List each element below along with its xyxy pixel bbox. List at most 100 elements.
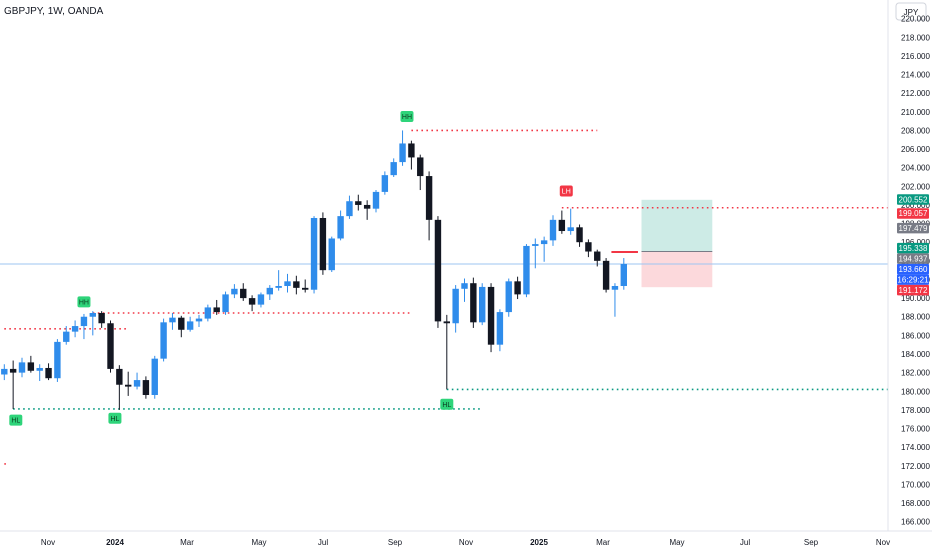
candle-body [425,176,433,220]
candle [204,304,212,322]
price-label-text: 194.937 [899,254,928,263]
plot-area[interactable]: HH HH HL HL HL LH [0,110,888,465]
candle-body [372,191,380,209]
candle-body [328,238,335,271]
swing-marker[interactable]: HL [108,412,122,424]
price-label-text: 191.172 [899,286,928,295]
swing-marker-box [77,296,91,308]
candle [594,249,601,267]
candle [372,190,380,213]
candle-body [231,288,238,295]
candle-body [213,307,220,313]
candle [461,278,468,302]
price-tick-label: 166.000 [901,518,930,527]
price-tick-label: 168.000 [901,499,930,508]
candle-body [89,313,96,317]
price-tick-label: 172.000 [901,462,930,471]
time-tick-label: Mar [180,538,194,547]
price-tick-label: 188.000 [901,313,930,322]
candle [284,273,291,293]
candle [434,216,442,328]
currency-button[interactable]: JPY [895,2,927,21]
time-tick-label: Jul [740,538,750,547]
price-tick-label: 216.000 [901,52,930,61]
price-label: 197.479 [897,222,929,234]
candle [257,292,265,308]
price-tick-label: 208.000 [901,126,930,135]
candle [107,320,114,373]
candle [133,372,141,390]
candle [452,285,459,333]
candle [611,283,619,317]
swing-marker-box [440,398,454,410]
candle-body [496,312,504,345]
candle-body [576,227,583,243]
price-axis[interactable]: 166.000 168.000 170.000 172.000 174.000 176.0… [901,15,930,527]
price-tick-label: 200.000 [901,201,930,210]
candle [9,360,17,409]
candle [248,295,256,312]
candle-body [71,326,79,332]
candle [425,171,433,241]
swing-marker-label: HL [442,402,451,409]
price-tick-label: 176.000 [901,425,930,434]
time-tick-label: 2025 [530,538,548,547]
price-tick-label: 182.000 [901,369,930,378]
candle-body [116,368,123,385]
price-label-box [897,242,929,254]
candle-body [487,286,495,345]
price-tick-label: 184.000 [901,350,930,359]
candle-body [611,285,619,290]
price-tick-label: 170.000 [901,480,930,489]
candle-body [523,245,530,295]
candle-body [399,143,406,163]
candle [71,320,79,338]
candle [390,158,397,177]
price-tick-label: 212.000 [901,89,930,98]
candle-body [222,294,229,313]
swing-marker[interactable]: LH [559,185,573,197]
candle-body [479,286,486,323]
price-label-text: 200.552 [899,195,928,204]
candle-body [98,313,105,324]
candle [125,371,132,396]
candle-body [346,201,353,217]
swing-marker-box [9,414,23,426]
price-tick-label: 218.000 [901,33,930,42]
time-axis[interactable]: Nov 2024 Mar May Jul Sep Nov 2025 Mar May Jul Sep No… [41,538,890,547]
stop-zone[interactable] [641,251,713,288]
candle-body [160,322,167,359]
price-tick-label: 174.000 [901,443,930,452]
candle-body [45,367,52,379]
candle [558,210,566,234]
candle [266,285,273,300]
candle-body [443,321,450,324]
candle [302,279,309,293]
candle [178,315,185,338]
candle [231,284,238,299]
swing-marker[interactable]: HH [400,110,414,122]
candle [408,140,415,170]
candle [399,130,406,166]
candle [363,200,371,220]
candle [479,283,486,326]
candle [45,363,52,381]
price-tick-label: 214.000 [901,71,930,80]
candle [337,210,344,241]
candle-body [178,317,185,330]
candle [293,275,300,295]
swing-marker-label: HH [402,114,412,121]
candle [532,238,539,269]
candle [98,311,105,328]
swing-marker[interactable]: HL [440,398,454,410]
candle-body [532,244,539,246]
candle [443,314,450,390]
candle [514,276,521,300]
candle [496,309,504,352]
swing-marker[interactable]: HL [9,414,23,426]
swing-marker[interactable]: HH [77,296,91,308]
candle-body [461,283,468,289]
candle-body [452,288,459,324]
currency-button-frame [895,2,927,21]
